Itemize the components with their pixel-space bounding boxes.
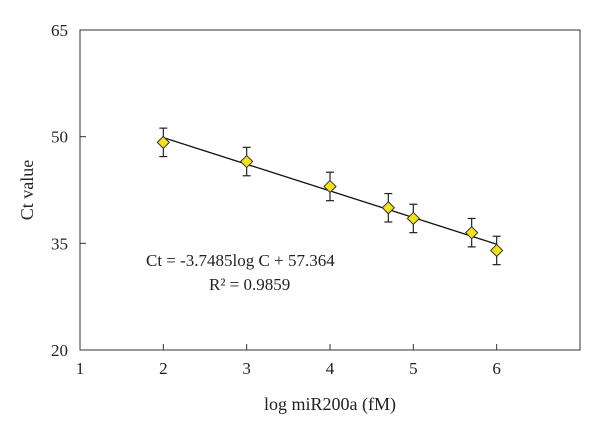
equation-label: Ct = -3.7485log C + 57.364	[146, 251, 335, 270]
y-tick-label: 20	[51, 341, 68, 360]
y-tick-label: 65	[51, 21, 68, 40]
data-point-diamond	[406, 211, 421, 226]
data-point-diamond	[489, 243, 504, 258]
y-tick-label: 35	[51, 234, 68, 253]
data-point-diamond	[464, 225, 479, 240]
y-axis-title: Ct value	[17, 160, 37, 221]
data-point-diamond	[156, 135, 171, 150]
x-tick-label: 5	[409, 359, 418, 378]
x-tick-label: 3	[242, 359, 251, 378]
data-point-diamond	[381, 201, 396, 215]
x-tick-label: 2	[159, 359, 168, 378]
x-tick-label: 1	[76, 359, 85, 378]
x-tick-label: 6	[492, 359, 501, 378]
y-tick-label: 50	[51, 128, 68, 147]
data-point-diamond	[239, 154, 254, 169]
x-axis-title: log miR200a (fM)	[264, 394, 396, 415]
r-squared-label: R² = 0.9859	[209, 275, 290, 294]
x-tick-label: 4	[326, 359, 335, 378]
data-point-diamond	[323, 179, 337, 194]
